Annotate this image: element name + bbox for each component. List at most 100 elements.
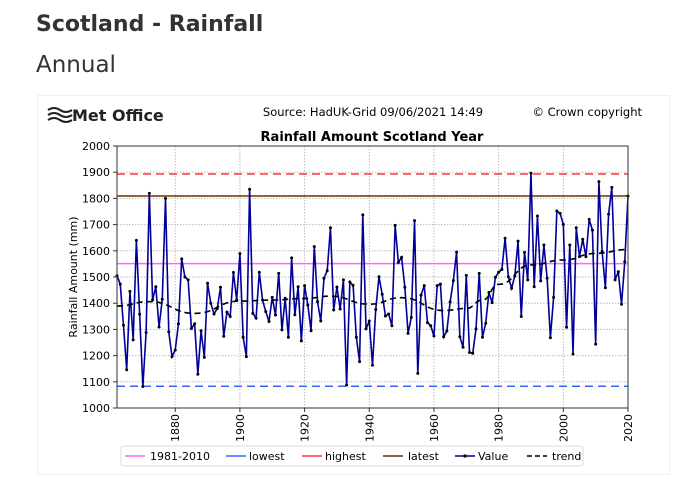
value-point [254, 316, 258, 320]
value-point [309, 329, 313, 333]
value-point [144, 331, 148, 335]
value-point [325, 269, 329, 273]
source-text: Source: HadUK-Grid 09/06/2021 14:49 [263, 105, 483, 119]
value-point [306, 303, 310, 307]
value-point [125, 368, 129, 372]
value-point [121, 323, 125, 327]
value-point [380, 292, 384, 296]
value-point [209, 301, 213, 305]
value-point [377, 275, 381, 279]
y-tick-label: 1600 [82, 245, 110, 258]
value-point [532, 285, 536, 289]
value-point [167, 330, 171, 334]
value-point [487, 290, 491, 294]
x-tick-label: 2020 [622, 414, 635, 442]
value-point [393, 223, 397, 227]
value-point [345, 383, 349, 387]
value-point [138, 312, 142, 316]
value-point [286, 335, 290, 339]
value-point [322, 276, 326, 280]
x-tick-label: 1900 [234, 414, 247, 442]
value-point [251, 311, 255, 315]
value-point [176, 322, 180, 326]
value-point [186, 278, 190, 282]
value-point [241, 335, 245, 339]
value-point [561, 222, 565, 226]
value-point [222, 334, 226, 338]
value-point [296, 285, 300, 289]
value-point [244, 355, 248, 359]
value-point [206, 281, 210, 285]
x-tick-label: 1940 [363, 414, 376, 442]
y-tick-label: 1700 [82, 219, 110, 232]
value-point [416, 371, 420, 375]
legend-marker [463, 454, 467, 458]
value-point [257, 270, 261, 274]
value-point [571, 352, 575, 356]
value-point [225, 310, 229, 314]
value-point [574, 226, 578, 230]
value-point [438, 282, 442, 286]
value-point [354, 335, 358, 339]
value-point [429, 324, 433, 328]
value-point [248, 187, 252, 191]
value-point [299, 339, 303, 343]
value-point [312, 245, 316, 249]
value-point [316, 300, 320, 304]
value-point [151, 298, 155, 302]
value-point [581, 237, 585, 241]
value-point [189, 326, 193, 330]
value-point [620, 302, 624, 306]
value-point [199, 329, 203, 333]
value-point [590, 228, 594, 232]
legend: 1981-2010 lowest highest latest Value trend [120, 445, 584, 467]
value-point [616, 270, 620, 274]
value-point [238, 252, 242, 256]
value-point [270, 295, 274, 299]
value-point [193, 322, 197, 326]
value-point [367, 319, 371, 323]
value-point [180, 257, 184, 261]
value-point [455, 250, 459, 254]
value-point [361, 213, 365, 217]
value-point [445, 329, 449, 333]
value-point [141, 385, 145, 389]
value-point [231, 271, 235, 275]
value-point [422, 284, 426, 288]
value-point [374, 307, 378, 311]
value-point [477, 271, 481, 275]
value-point [319, 319, 323, 323]
value-point [516, 239, 520, 243]
value-point [458, 335, 462, 339]
y-tick-label: 1100 [82, 376, 110, 389]
legend-label: highest [325, 450, 366, 463]
value-point [409, 315, 413, 319]
value-point [419, 293, 423, 297]
value-series-line [116, 173, 629, 387]
value-point [484, 321, 488, 325]
value-point [523, 250, 527, 254]
y-tick-label: 1200 [82, 350, 110, 363]
value-point [461, 345, 465, 349]
value-point [623, 260, 627, 264]
value-point [170, 355, 174, 359]
value-point [510, 286, 514, 290]
value-point [594, 342, 598, 346]
value-point [290, 256, 294, 260]
trend-line [116, 248, 629, 315]
value-point [500, 267, 504, 271]
value-point [471, 351, 475, 355]
value-point [432, 334, 436, 338]
page-subtitle: Annual [36, 52, 116, 78]
y-axis-label: Rainfall Amount (mm) [67, 216, 80, 337]
value-point [273, 313, 277, 317]
value-point [332, 308, 336, 312]
value-point [480, 335, 484, 339]
value-point [539, 279, 543, 283]
value-point [128, 289, 132, 293]
value-point [497, 270, 501, 274]
value-point [542, 243, 546, 247]
y-tick-label: 1500 [82, 271, 110, 284]
page-title: Scotland - Rainfall [36, 12, 264, 37]
chart-title: Rainfall Amount Scotland Year [261, 130, 484, 145]
